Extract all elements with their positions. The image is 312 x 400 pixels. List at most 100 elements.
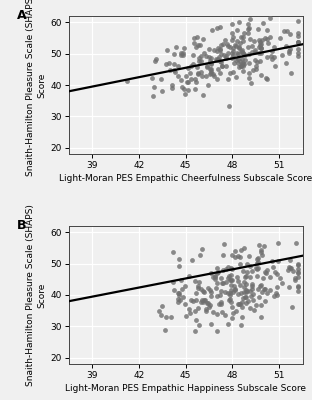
Point: [175, 72, 180, 79]
Point: [295, 266, 300, 273]
Point: [209, 60, 214, 66]
Point: [220, 63, 225, 69]
Point: [247, 305, 252, 312]
Point: [267, 274, 272, 280]
Point: [262, 243, 267, 249]
Point: [261, 274, 266, 281]
Point: [244, 261, 249, 267]
Point: [192, 86, 197, 92]
Point: [185, 65, 190, 71]
Point: [208, 289, 213, 296]
Point: [257, 294, 262, 300]
Point: [235, 278, 240, 284]
Point: [266, 40, 271, 46]
Point: [251, 37, 256, 44]
Point: [193, 307, 198, 314]
Point: [271, 54, 276, 61]
Point: [218, 46, 223, 53]
Point: [262, 269, 267, 275]
Point: [152, 58, 157, 64]
Point: [222, 241, 227, 247]
Point: [178, 297, 183, 303]
Point: [237, 45, 242, 52]
Point: [224, 54, 229, 61]
Point: [252, 47, 257, 54]
Point: [195, 70, 200, 76]
Point: [158, 76, 163, 82]
Point: [214, 311, 219, 318]
Point: [226, 272, 231, 279]
Point: [217, 292, 222, 298]
Point: [224, 41, 229, 47]
Point: [230, 310, 235, 316]
Point: [235, 50, 240, 56]
Point: [214, 56, 219, 63]
Point: [226, 264, 231, 270]
Point: [231, 48, 236, 54]
Point: [125, 78, 130, 84]
Point: [238, 282, 243, 288]
Point: [286, 283, 291, 290]
Point: [200, 92, 205, 98]
Point: [210, 71, 215, 78]
Point: [226, 274, 231, 281]
Point: [229, 314, 234, 321]
Point: [231, 289, 236, 295]
Point: [251, 297, 256, 303]
Point: [214, 292, 219, 299]
Point: [209, 27, 214, 33]
Point: [239, 61, 244, 67]
Point: [197, 42, 202, 48]
Point: [195, 305, 200, 312]
Point: [207, 71, 212, 77]
Point: [229, 277, 234, 284]
Point: [245, 21, 250, 28]
Point: [183, 301, 188, 307]
Point: [234, 57, 239, 63]
Point: [288, 256, 293, 263]
Point: [267, 287, 272, 293]
Point: [187, 70, 192, 76]
Point: [265, 290, 270, 296]
Point: [205, 63, 210, 70]
Point: [213, 274, 218, 280]
Point: [215, 56, 220, 63]
Point: [181, 294, 186, 300]
Point: [264, 270, 269, 276]
Point: [150, 93, 155, 99]
Point: [206, 54, 211, 60]
Point: [206, 300, 211, 307]
Point: [171, 51, 176, 57]
Point: [295, 284, 300, 291]
Point: [275, 284, 280, 290]
Point: [214, 270, 219, 276]
Point: [295, 46, 300, 52]
Point: [188, 297, 193, 304]
Point: [197, 252, 202, 258]
Point: [226, 103, 231, 109]
Point: [240, 46, 245, 53]
Point: [289, 264, 294, 271]
Point: [259, 289, 264, 295]
Point: [240, 298, 245, 305]
Point: [245, 26, 250, 32]
Point: [232, 283, 236, 289]
Point: [197, 322, 202, 328]
Point: [251, 67, 256, 73]
Point: [182, 45, 187, 51]
Point: [193, 78, 198, 85]
Point: [289, 304, 294, 310]
Point: [221, 280, 226, 287]
Point: [241, 63, 246, 69]
Point: [152, 83, 157, 90]
Point: [185, 86, 190, 93]
Point: [219, 62, 224, 69]
Point: [202, 297, 207, 304]
Point: [256, 286, 261, 292]
Point: [249, 43, 254, 49]
Point: [222, 37, 227, 44]
Point: [245, 43, 250, 50]
Point: [258, 42, 263, 48]
Point: [230, 252, 235, 258]
Point: [275, 258, 280, 264]
